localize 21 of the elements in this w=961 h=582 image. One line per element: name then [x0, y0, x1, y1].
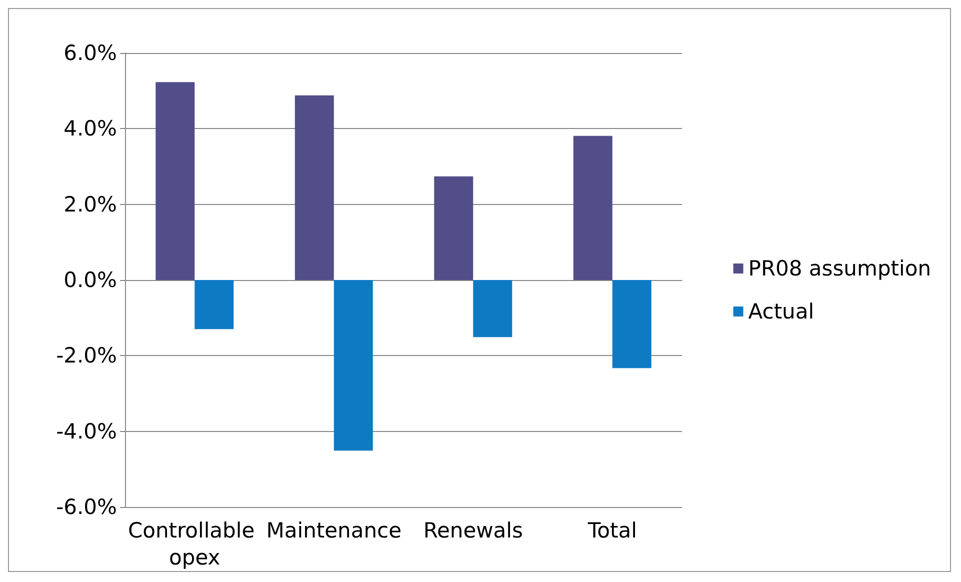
y-tick-label: 2.0%: [64, 192, 117, 216]
bar: [434, 176, 474, 280]
y-tick-label: 0.0%: [64, 268, 117, 292]
x-tick-label: Maintenance: [266, 518, 402, 542]
bar: [612, 280, 652, 368]
y-tick-label: -4.0%: [56, 419, 117, 444]
bar: [194, 280, 234, 330]
bar: [294, 95, 334, 280]
bar: [156, 82, 195, 280]
y-tick-label: -2.0%: [56, 344, 117, 368]
y-tick-label: 6.0%: [64, 41, 117, 65]
x-tick-label: Controllable opex: [128, 518, 262, 570]
legend-label: PR08 assumption: [748, 256, 932, 280]
bar: [473, 280, 512, 338]
y-tick-label: -6.0%: [56, 495, 117, 519]
bar: [573, 136, 612, 280]
x-tick-label: Renewals: [423, 518, 523, 542]
y-tick-label: 4.0%: [64, 116, 117, 141]
x-tick-label: Total: [586, 518, 637, 542]
bar: [334, 280, 373, 451]
legend-label: Actual: [748, 300, 814, 324]
